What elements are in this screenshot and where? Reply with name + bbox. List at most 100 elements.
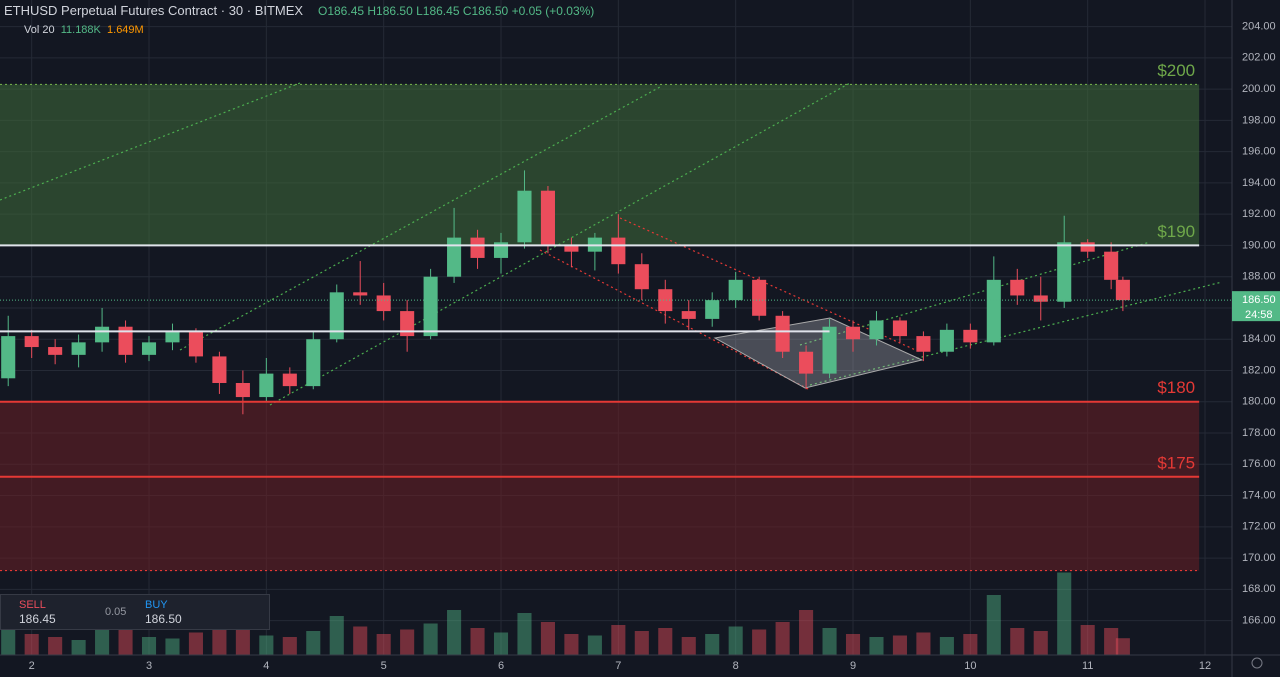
- volume-bar: [212, 625, 227, 655]
- candle-body: [423, 276, 438, 337]
- axes: 166.00 168.00 170.00 172.00 174.00 176.00 178.…: [29, 20, 1280, 672]
- x-tick-label: 4: [263, 660, 269, 672]
- zones: [0, 84, 1200, 571]
- level-label: $175: [1157, 453, 1195, 472]
- candle-body: [141, 342, 157, 355]
- candles: [1, 170, 1130, 415]
- sell-label[interactable]: SELL: [19, 599, 46, 611]
- candle-body: [353, 292, 368, 296]
- candle-body: [259, 373, 274, 398]
- ohlc-open: O186.45: [318, 4, 365, 18]
- candle-body: [95, 326, 110, 343]
- zone: [0, 84, 1200, 246]
- y-tick-label: 194.00: [1242, 177, 1276, 189]
- y-tick-label: 204.00: [1242, 20, 1276, 32]
- candle-body: [681, 311, 696, 319]
- symbol-title: ETHUSD Perpetual Futures Contract · 30 ·…: [4, 3, 304, 18]
- ohlc-change: +0.05 (+0.03%): [511, 4, 595, 18]
- candle-body: [775, 315, 790, 352]
- volume-bar: [587, 635, 602, 655]
- volume-bar: [188, 632, 203, 655]
- order-panel: SELL 186.45 0.05 BUY 186.50: [0, 594, 270, 630]
- settings-icon[interactable]: [1251, 657, 1263, 669]
- candle-body: [1033, 295, 1048, 302]
- candle-body: [634, 264, 649, 290]
- x-tick-label: 5: [381, 660, 387, 672]
- countdown: 24:58: [1245, 309, 1273, 321]
- volume-bar: [470, 628, 485, 655]
- volume-legend: Vol 20 11.188K 1.649M: [24, 24, 144, 36]
- y-tick-label: 174.00: [1242, 489, 1276, 501]
- y-tick-label: 170.00: [1242, 552, 1276, 564]
- buy-label[interactable]: BUY: [145, 599, 168, 611]
- volume-bar: [1057, 572, 1072, 655]
- x-tick-label: 12: [1199, 660, 1211, 672]
- candle-body: [235, 382, 250, 398]
- volume-name: Vol 20: [24, 24, 55, 36]
- candle-body: [517, 190, 532, 243]
- buy-price[interactable]: 186.50: [145, 612, 182, 626]
- volume-bar: [71, 640, 86, 655]
- volume: [1, 572, 1130, 655]
- volume-bar: [986, 595, 1001, 655]
- volume-bar: [892, 635, 907, 655]
- candle-body: [71, 342, 86, 355]
- volume-bar: [728, 626, 743, 655]
- volume-bar: [1, 622, 16, 655]
- y-tick-label: 166.00: [1242, 615, 1276, 627]
- x-tick-label: 2: [29, 660, 35, 672]
- volume-bar: [517, 613, 532, 655]
- x-tick-label: 8: [733, 660, 739, 672]
- candle-body: [48, 347, 63, 355]
- volume-bar: [775, 622, 790, 655]
- volume-bar: [658, 628, 673, 655]
- volume-bar: [1033, 631, 1048, 655]
- volume-bar: [752, 629, 767, 655]
- candle-body: [1104, 251, 1119, 280]
- levels: $200 $190 $180 $175: [0, 61, 1232, 572]
- volume-bar: [1104, 628, 1119, 655]
- sell-price[interactable]: 186.45: [19, 612, 56, 626]
- candle-body: [822, 326, 837, 374]
- volume-average: 1.649M: [107, 24, 144, 36]
- volume-bar: [799, 610, 814, 655]
- last-price-box: [1232, 291, 1280, 322]
- candle-body: [376, 295, 391, 312]
- volume-bar: [540, 622, 555, 655]
- x-tick-label: 11: [1082, 660, 1093, 672]
- volume-bar: [118, 628, 133, 655]
- x-tick-label: 3: [146, 660, 152, 672]
- volume-bar: [1115, 638, 1130, 655]
- volume-bar: [822, 628, 837, 655]
- last-price-label: 186.50: [1242, 294, 1276, 306]
- candle-body: [540, 190, 555, 246]
- volume-bar: [165, 638, 180, 655]
- candle-body: [1, 336, 16, 379]
- ohlc-high: H186.50: [367, 4, 413, 18]
- volume-bar: [1080, 625, 1095, 655]
- pattern-shape: [713, 317, 924, 389]
- y-tick-label: 190.00: [1242, 239, 1276, 251]
- volume-bar: [376, 634, 391, 655]
- volume-bar: [24, 634, 39, 655]
- candle-body: [869, 320, 884, 340]
- candle-body: [658, 289, 673, 312]
- volume-bar: [353, 626, 368, 655]
- candle-body: [799, 351, 814, 374]
- level-label: $180: [1157, 378, 1195, 397]
- candle-body: [705, 300, 720, 319]
- ohlc-low: L186.45: [416, 4, 460, 18]
- ohlc-close: C186.50: [462, 4, 509, 18]
- candle-body: [470, 237, 485, 258]
- volume-value: 11.188K: [60, 24, 101, 36]
- volume-bar: [306, 631, 321, 655]
- y-tick-label: 176.00: [1242, 458, 1276, 470]
- candle-body: [752, 279, 767, 316]
- volume-bar: [329, 616, 344, 655]
- candle-body: [1080, 242, 1095, 252]
- candle-body: [892, 320, 907, 337]
- candle-body: [447, 237, 462, 277]
- candle-body: [306, 339, 321, 387]
- candle-body: [188, 331, 203, 357]
